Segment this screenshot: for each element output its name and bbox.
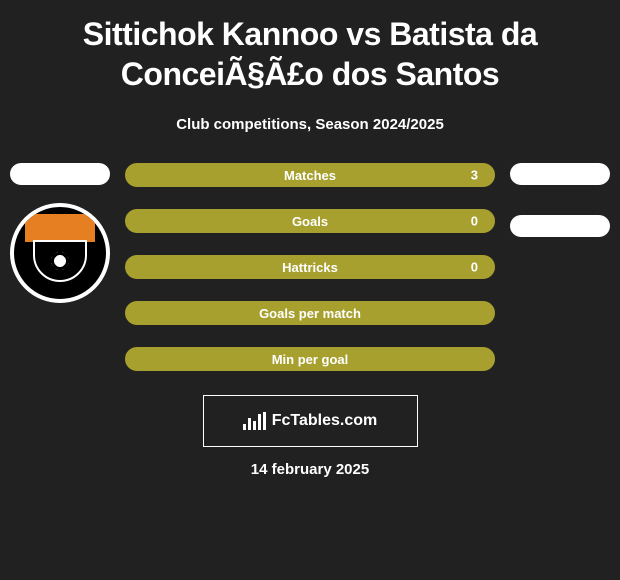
stat-bar-value: 3	[471, 168, 478, 183]
stat-bar-label: Matches	[284, 168, 336, 183]
snapshot-date: 14 february 2025	[0, 461, 620, 478]
comparison-content: Matches 3 Goals 0 Hattricks 0 Goals per match M…	[0, 163, 620, 371]
club-badge-accent	[25, 214, 95, 242]
stat-bar-label: Min per goal	[272, 352, 349, 367]
right-player-column	[500, 163, 620, 237]
left-player-name-pill	[10, 163, 110, 185]
club-badge-ball-icon	[51, 252, 69, 270]
stat-bar: Min per goal	[125, 347, 495, 371]
season-subtitle: Club competitions, Season 2024/2025	[0, 116, 620, 133]
stat-bar: Hattricks 0	[125, 255, 495, 279]
bar-chart-icon	[243, 412, 266, 430]
left-player-column	[0, 163, 120, 303]
right-player-club-pill	[510, 215, 610, 237]
stat-bar: Goals per match	[125, 301, 495, 325]
stat-bar-label: Goals	[292, 214, 328, 229]
left-player-club-badge	[10, 203, 110, 303]
stat-bars: Matches 3 Goals 0 Hattricks 0 Goals per match M…	[125, 163, 495, 371]
stat-bar-label: Goals per match	[259, 306, 361, 321]
stat-bar: Matches 3	[125, 163, 495, 187]
branding-box: FcTables.com	[203, 395, 418, 447]
right-player-name-pill	[510, 163, 610, 185]
stat-bar-value: 0	[471, 214, 478, 229]
club-badge-shield	[33, 240, 87, 282]
page-title: Sittichok Kannoo vs Batista da ConceiÃ§Ã…	[0, 0, 620, 98]
stat-bar-label: Hattricks	[282, 260, 338, 275]
stat-bar-value: 0	[471, 260, 478, 275]
branding-text: FcTables.com	[272, 412, 378, 430]
stat-bar: Goals 0	[125, 209, 495, 233]
